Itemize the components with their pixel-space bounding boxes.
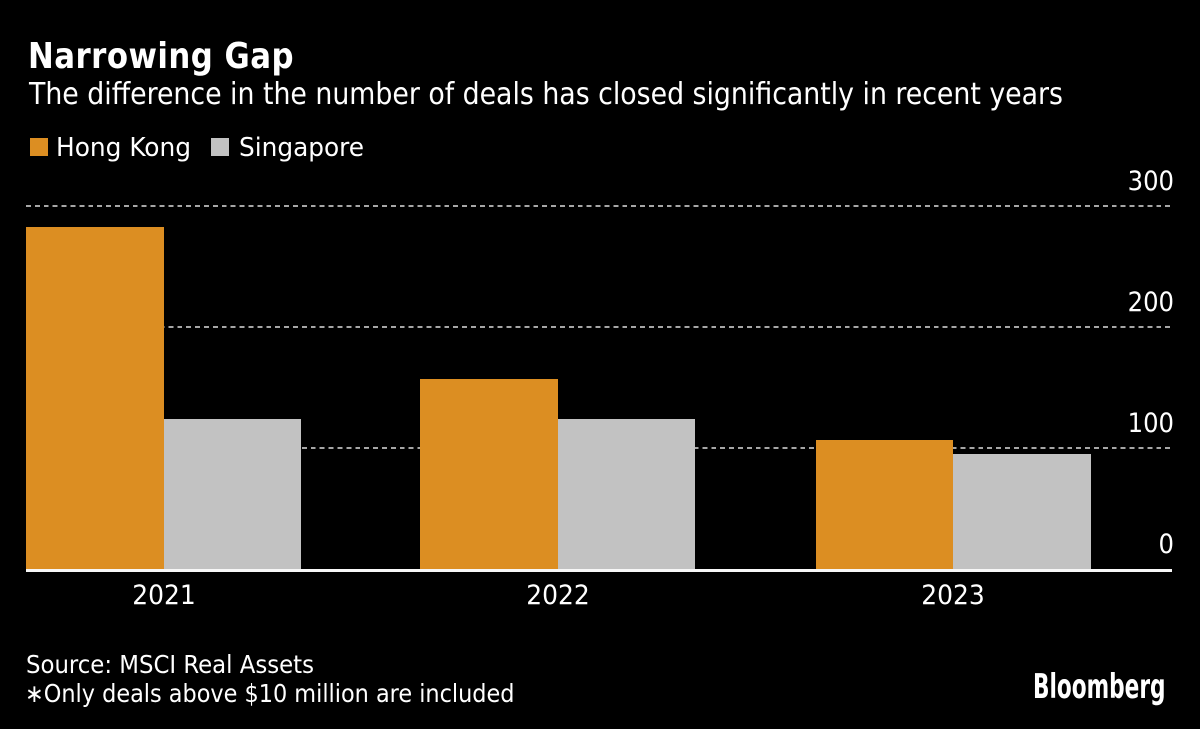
gridline-200 [26,326,1170,329]
bar-hong-kong-2022 [420,379,558,570]
chart-title: Narrowing Gap [27,35,294,77]
chart-subtitle: The difference in the number of deals ha… [29,76,1063,112]
x-axis-label-2021: 2021 [132,580,196,612]
bloomberg-logo: Bloomberg [1032,666,1166,707]
y-axis-label-0: 0 [1158,528,1174,560]
legend-swatch-hong-kong [29,137,48,156]
gridline-300 [26,205,1170,208]
x-axis-label-2023: 2023 [921,580,985,612]
bar-singapore-2021 [163,419,302,570]
x-axis-label-2022: 2022 [526,580,590,612]
bar-singapore-2023 [953,454,1091,570]
x-axis-line [26,569,1172,572]
legend-label-singapore: Singapore [238,132,364,163]
y-axis-label-200: 200 [1127,286,1174,318]
bar-singapore-2022 [557,419,696,570]
bar-hong-kong-2023 [815,439,954,570]
bar-hong-kong-2021 [26,226,164,570]
y-axis-label-100: 100 [1127,407,1174,439]
legend-swatch-singapore [210,137,229,156]
source-text: Source: MSCI Real Assets [26,649,315,679]
legend-label-hong-kong: Hong Kong [55,132,191,163]
y-axis-label-300: 300 [1127,165,1174,197]
footnote-text: ∗Only deals above $10 million are includ… [24,678,515,708]
